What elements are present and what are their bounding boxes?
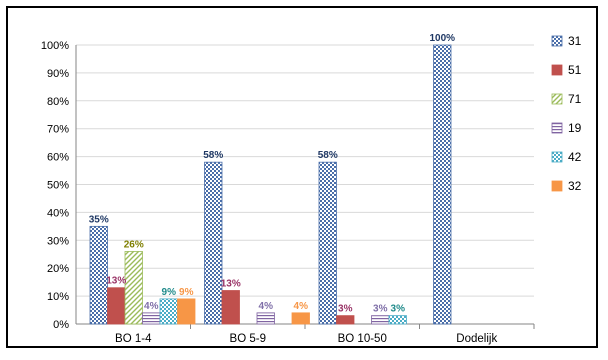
data-label: 13% <box>106 276 126 287</box>
axes: 0% 10% 20% 30% 40% 50% 60% 70% 80% 90% 100% BO 1-4 B… <box>41 40 535 345</box>
bar-42 <box>159 298 178 325</box>
data-label: 58% <box>203 150 223 161</box>
y-tick-label: 90% <box>47 68 69 80</box>
data-label: 3% <box>373 304 388 315</box>
y-tick-label: 70% <box>47 124 69 136</box>
y-tick-label: 10% <box>47 291 69 303</box>
legend-label: 32 <box>568 179 582 193</box>
bar-32 <box>177 298 196 325</box>
legend-swatch <box>551 151 563 163</box>
data-label: 4% <box>294 301 309 312</box>
data-labels: 35%13%26%4%9% 9%58%13%4% 4%58%3% 3% 3%100% <box>89 33 455 315</box>
data-label: 4% <box>259 301 274 312</box>
data-label: 26% <box>124 239 144 250</box>
legend-swatch <box>551 180 563 192</box>
legend-label: 19 <box>568 121 582 135</box>
legend-label: 31 <box>568 34 582 48</box>
bar-19 <box>142 312 161 325</box>
bars <box>89 44 452 325</box>
legend-swatch <box>551 35 563 47</box>
legend-label: 51 <box>568 63 582 77</box>
bar-31 <box>89 225 108 325</box>
x-category-label: BO 5-9 <box>230 333 266 345</box>
data-label: 3% <box>391 304 406 315</box>
legend-label: 42 <box>568 150 582 164</box>
bar-32 <box>291 312 310 325</box>
y-tick-label: 80% <box>47 96 69 108</box>
x-category-label: BO 10-50 <box>338 333 387 345</box>
y-tick-label: 0% <box>53 319 69 331</box>
bar-71 <box>124 251 143 325</box>
data-label: 13% <box>221 279 241 290</box>
bar-31 <box>318 161 337 325</box>
bar-51 <box>221 290 240 325</box>
x-category-label: Dodelijk <box>456 333 497 345</box>
grid-lines <box>76 44 534 297</box>
y-tick-label: 40% <box>47 207 69 219</box>
data-label: 100% <box>429 33 455 44</box>
data-label: 4% <box>144 301 159 312</box>
legend-label: 71 <box>568 92 582 106</box>
data-label: 58% <box>318 150 338 161</box>
legend-swatch <box>551 93 563 105</box>
y-tick-label: 100% <box>41 40 69 52</box>
y-tick-label: 20% <box>47 263 69 275</box>
legend-swatch <box>551 122 563 134</box>
y-tick-label: 30% <box>47 235 69 247</box>
bar-19 <box>371 315 390 325</box>
data-label: 9% <box>179 287 194 298</box>
bar-51 <box>336 315 355 325</box>
data-label: 3% <box>338 304 353 315</box>
bar-42 <box>388 315 407 325</box>
bar-51 <box>107 287 126 325</box>
bar-19 <box>256 312 275 325</box>
data-label: 35% <box>89 214 109 225</box>
bar-31 <box>433 44 452 325</box>
data-label: 9% <box>162 287 177 298</box>
y-tick-label: 50% <box>47 180 69 192</box>
bar-31 <box>204 161 223 325</box>
legend: 31 51 71 19 42 32 <box>551 34 582 193</box>
x-category-label: BO 1-4 <box>115 333 152 345</box>
legend-swatch <box>551 64 563 76</box>
y-tick-label: 60% <box>47 152 69 164</box>
